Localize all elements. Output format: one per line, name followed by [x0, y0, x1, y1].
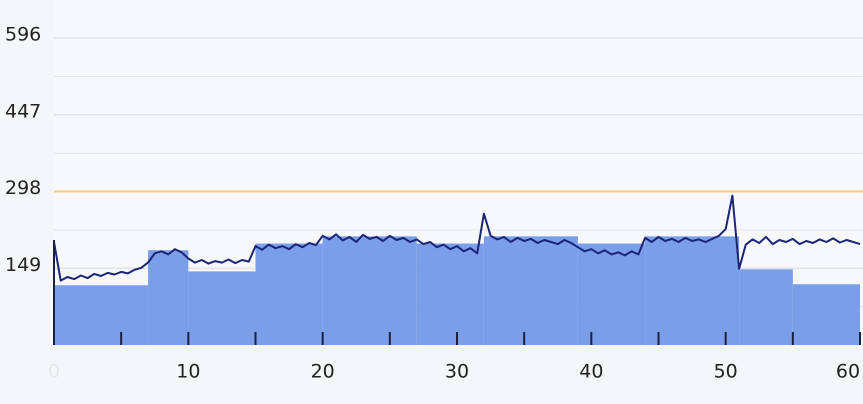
x-tick-label: 30	[445, 361, 469, 383]
x-tick-label: 60	[836, 361, 860, 383]
target-step	[255, 243, 323, 345]
y-tick-label: 298	[5, 177, 41, 199]
x-tick-label: 0	[48, 361, 60, 383]
x-tick-label: 50	[714, 361, 738, 383]
target-step	[416, 243, 484, 345]
target-step	[739, 269, 793, 345]
target-step	[322, 236, 417, 345]
x-tick-label: 10	[176, 361, 200, 383]
target-step	[577, 243, 646, 345]
y-tick-label: 596	[5, 24, 41, 46]
target-step	[792, 284, 860, 345]
target-step	[54, 285, 149, 345]
target-step	[483, 236, 578, 345]
y-tick-label: 149	[5, 254, 41, 276]
target-step	[188, 271, 256, 345]
x-tick-label: 20	[311, 361, 335, 383]
target-step	[645, 236, 740, 345]
target-step	[148, 250, 189, 345]
x-tick-label: 40	[579, 361, 603, 383]
y-tick-label: 447	[5, 100, 41, 122]
power-line	[53, 194, 861, 282]
